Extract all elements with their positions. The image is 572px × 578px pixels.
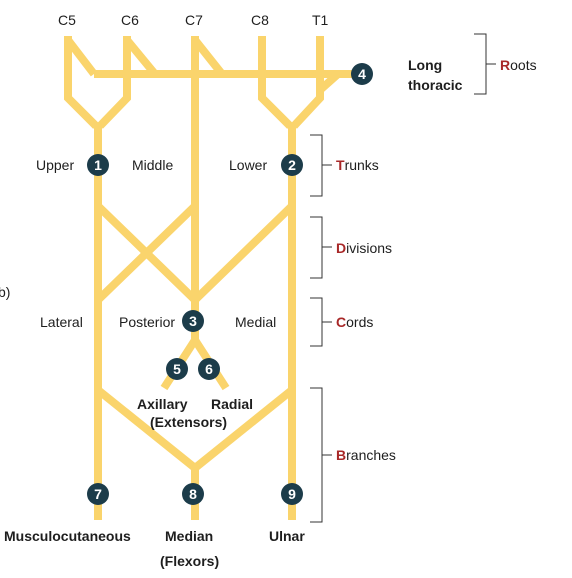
root-t1 <box>291 36 324 129</box>
cord-label-medial: Medial <box>235 314 276 330</box>
root-t1-to-long-thoracic <box>317 71 341 93</box>
badge-1-number: 1 <box>94 157 102 173</box>
root-c5 <box>64 36 99 129</box>
category-branches-initial: B <box>336 447 346 463</box>
category-roots: Roots <box>500 57 537 73</box>
badge-9: 9 <box>281 483 303 505</box>
root-labels: C5 C6 C7 C8 T1 <box>58 12 329 28</box>
root-label-c6: C6 <box>121 12 139 28</box>
badge-3: 3 <box>182 310 204 332</box>
root-label-c8: C8 <box>251 12 269 28</box>
category-branches-rest: ranches <box>346 447 396 463</box>
category-divisions-rest: ivisions <box>346 240 392 256</box>
musculocutaneous-label: Musculocutaneous <box>4 528 131 544</box>
category-divisions: Divisions <box>336 240 392 256</box>
medial-root-of-median <box>192 386 295 472</box>
badge-2-number: 2 <box>288 157 296 173</box>
badge-2: 2 <box>281 154 303 176</box>
trunk-label-lower: Lower <box>229 157 267 173</box>
long-thoracic-label-line2: thoracic <box>408 77 463 93</box>
root-label-t1: T1 <box>312 12 329 28</box>
cord-label-lateral: Lateral <box>40 314 83 330</box>
edge-fragment-label: b) <box>0 284 10 300</box>
trunk-label-upper: Upper <box>36 157 74 173</box>
flexors-label: (Flexors) <box>160 553 219 569</box>
category-cords-initial: C <box>336 314 346 330</box>
ulnar-label: Ulnar <box>269 528 305 544</box>
nerve-pathways <box>64 36 362 520</box>
root-c6-to-c7-link <box>123 37 159 77</box>
radial-label: Radial <box>211 396 253 412</box>
long-thoracic-label-line1: Long <box>408 57 442 73</box>
badge-4-number: 4 <box>358 66 366 82</box>
badge-5: 5 <box>166 358 188 380</box>
median-label: Median <box>165 528 213 544</box>
cords-bracket <box>310 297 332 347</box>
badge-6-number: 6 <box>205 361 213 377</box>
category-trunks-initial: T <box>336 157 345 173</box>
root-c5-to-c6-link <box>64 37 98 77</box>
root-c8 <box>258 36 293 129</box>
category-roots-rest: oots <box>510 57 536 73</box>
roots-bracket <box>474 33 496 95</box>
root-c6 <box>97 36 131 129</box>
root-label-c5: C5 <box>58 12 76 28</box>
category-cords: Cords <box>336 314 373 330</box>
badge-4: 4 <box>351 63 373 85</box>
root-label-c7: C7 <box>185 12 203 28</box>
badge-9-number: 9 <box>288 486 296 502</box>
branches-bracket <box>310 387 332 523</box>
badge-8-number: 8 <box>189 486 197 502</box>
lateral-root-of-median <box>95 386 198 472</box>
category-branches: Branches <box>336 447 396 463</box>
cord-label-posterior: Posterior <box>119 314 175 330</box>
divisions-bracket <box>310 216 332 279</box>
middle-anterior-division <box>95 203 198 303</box>
badge-7: 7 <box>87 483 109 505</box>
badge-6: 6 <box>198 358 220 380</box>
category-roots-initial: R <box>500 57 510 73</box>
root-c7-to-c8-link <box>191 37 226 77</box>
badge-3-number: 3 <box>189 313 197 329</box>
badge-7-number: 7 <box>94 486 102 502</box>
badge-5-number: 5 <box>173 361 181 377</box>
badge-8: 8 <box>182 483 204 505</box>
extensors-label: (Extensors) <box>150 414 227 430</box>
category-divisions-initial: D <box>336 240 346 256</box>
trunks-bracket <box>310 134 332 197</box>
badge-1: 1 <box>87 154 109 176</box>
category-brackets <box>310 33 496 523</box>
category-trunks: Trunks <box>336 157 379 173</box>
lower-posterior-division <box>192 203 295 303</box>
trunk-label-middle: Middle <box>132 157 173 173</box>
axillary-label: Axillary <box>137 396 188 412</box>
category-trunks-rest: runks <box>345 157 379 173</box>
category-cords-rest: ords <box>346 314 373 330</box>
